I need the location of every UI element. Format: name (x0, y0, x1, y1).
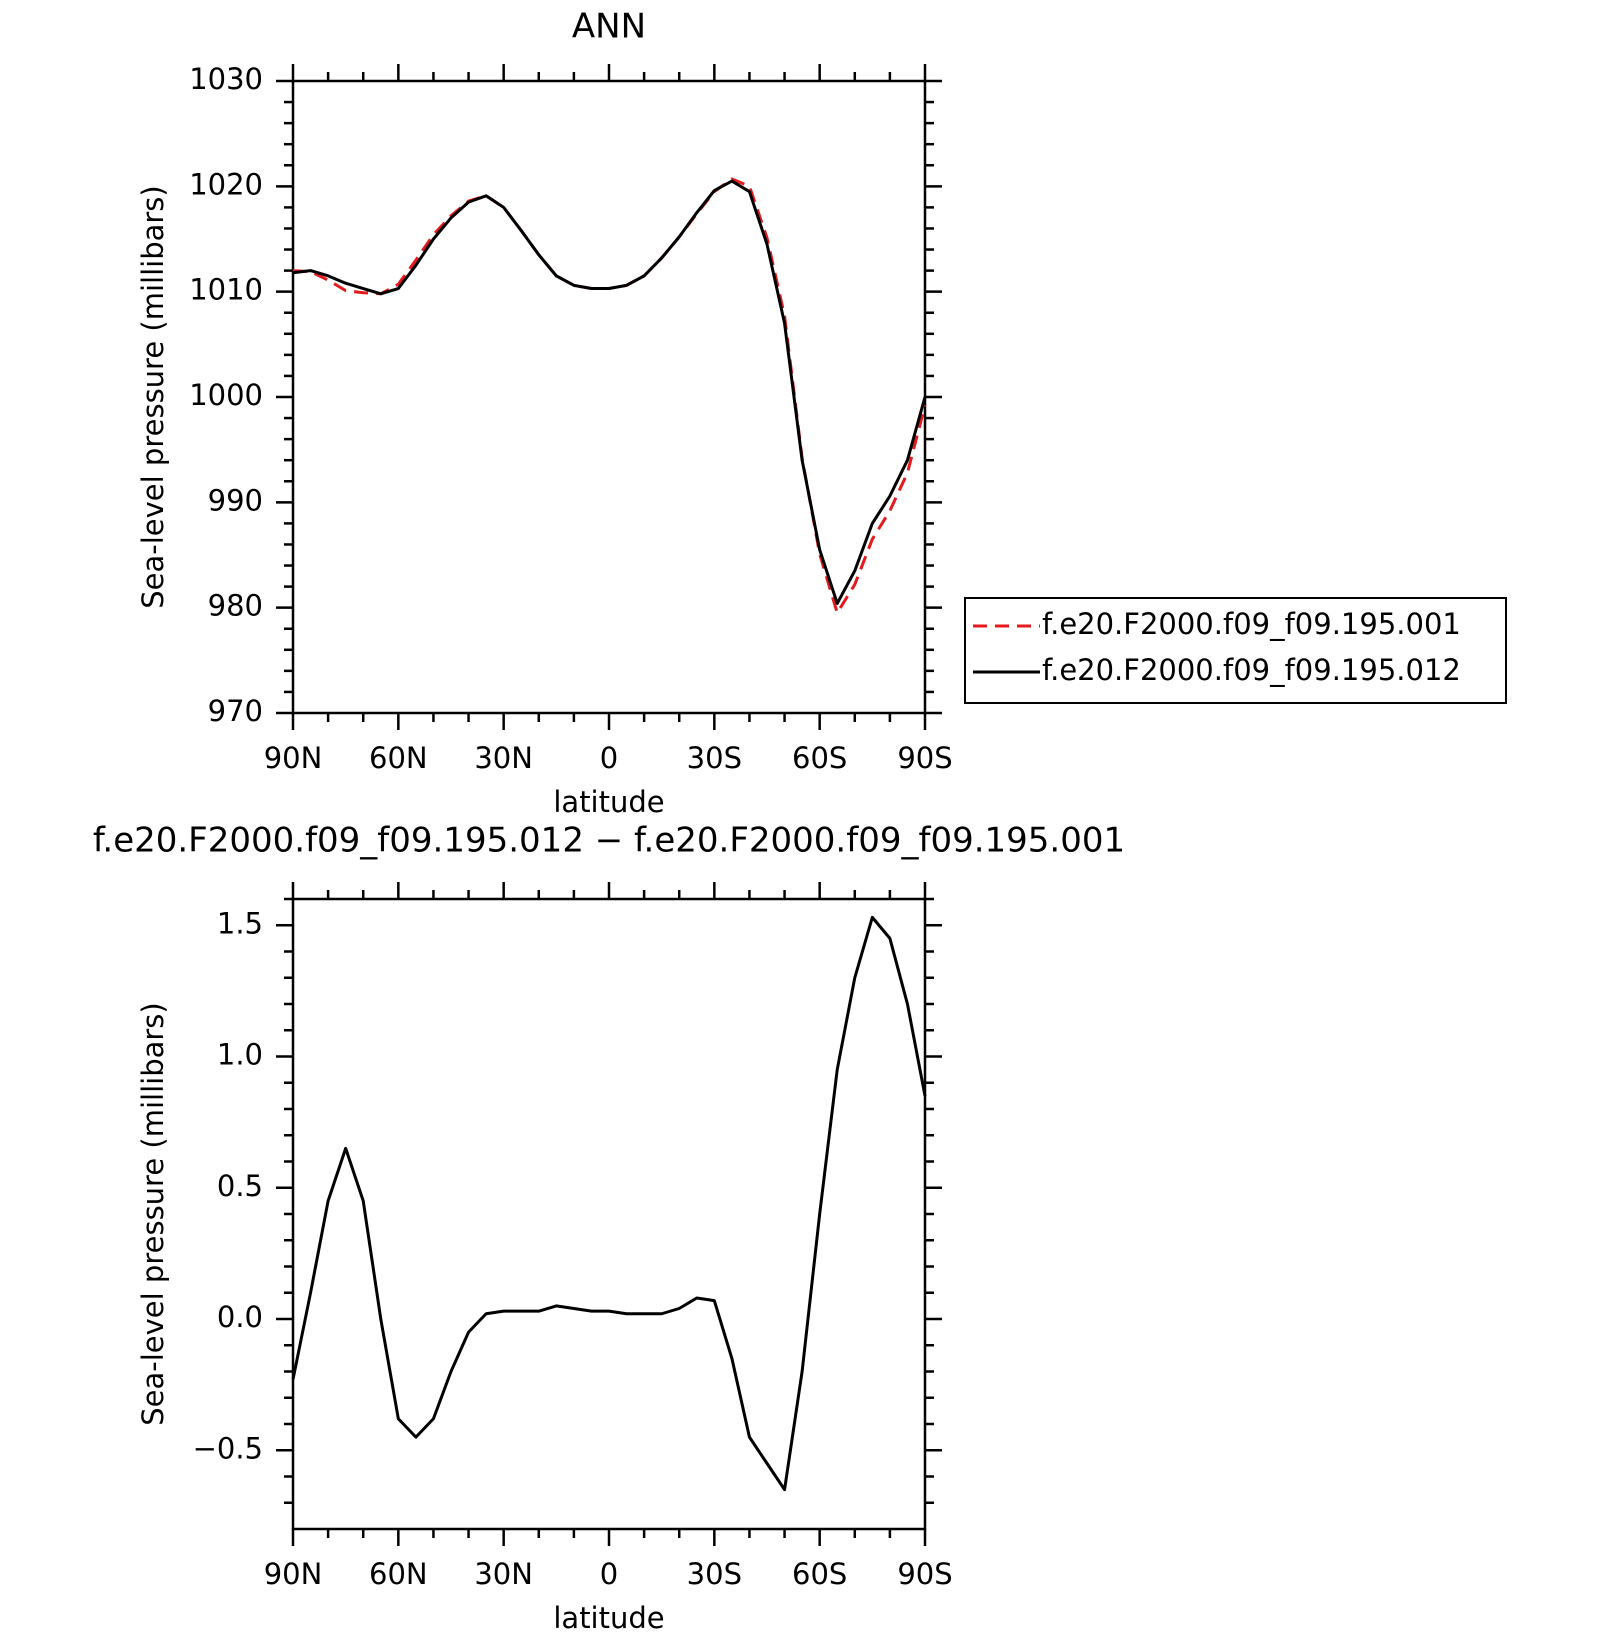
chart-title: ANN (572, 7, 646, 47)
y-tick-label: 990 (208, 483, 263, 517)
x-tick-label: 0 (600, 1557, 618, 1591)
legend: f.e20.F2000.f09_f09.195.001 f.e20.F2000.f… (964, 597, 1507, 704)
x-tick-label: 60S (792, 741, 847, 775)
y-tick-label: 1010 (189, 273, 263, 307)
y-tick-label: 1030 (189, 62, 263, 96)
plot-frame (291, 897, 927, 1531)
y-axis-label: Sea-level pressure (millibars) (136, 1002, 170, 1425)
y-tick-label: 0.5 (217, 1169, 263, 1203)
y-tick-label: −0.5 (193, 1431, 263, 1465)
x-tick-label: 30S (687, 741, 742, 775)
x-tick-label: 0 (600, 741, 618, 775)
x-axis-label: latitude (553, 1601, 664, 1635)
legend-label: f.e20.F2000.f09_f09.195.001 (1042, 607, 1461, 641)
chart-title: f.e20.F2000.f09_f09.195.012 − f.e20.F200… (93, 821, 1125, 861)
y-tick-label: 1.5 (217, 906, 263, 940)
y-tick-label: 1000 (189, 378, 263, 412)
x-tick-label: 30S (687, 1557, 742, 1591)
x-tick-label: 60N (369, 1557, 428, 1591)
y-axis-label: Sea-level pressure (millibars) (136, 185, 170, 608)
data-line (291, 915, 927, 1492)
plot-frame (291, 79, 927, 715)
x-tick-label: 90S (897, 1557, 952, 1591)
x-tick-label: 30N (474, 1557, 533, 1591)
legend-label: f.e20.F2000.f09_f09.195.012 (1042, 653, 1461, 687)
y-tick-label: 0.0 (217, 1300, 263, 1334)
x-tick-label: 60S (792, 1557, 847, 1591)
y-tick-label: 980 (208, 589, 263, 623)
y-tick-label: 1.0 (217, 1038, 263, 1072)
x-tick-label: 60N (369, 741, 428, 775)
x-tick-label: 90S (897, 741, 952, 775)
y-tick-label: 1020 (189, 167, 263, 201)
x-tick-label: 90N (264, 1557, 323, 1591)
data-line (292, 179, 927, 605)
x-tick-label: 90N (264, 741, 323, 775)
legend-box (964, 597, 1507, 704)
x-axis-label: latitude (553, 785, 664, 819)
x-tick-label: 30N (474, 741, 533, 775)
data-line (292, 177, 927, 615)
y-tick-label: 970 (208, 694, 263, 728)
